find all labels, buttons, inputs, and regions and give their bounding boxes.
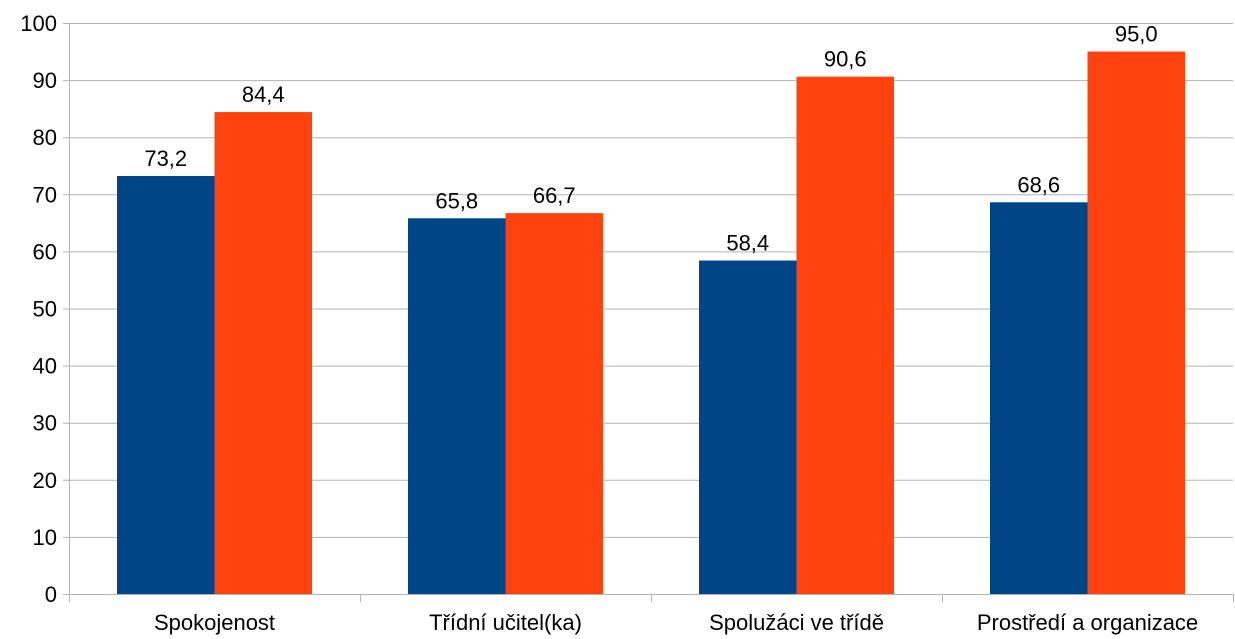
bar[interactable]: [1087, 51, 1186, 595]
bar[interactable]: [796, 76, 895, 594]
label-layer: 0 10 20 30 40 50 60 70 80 90 100 73,2 84,4 Spokojenos…: [20, 11, 1198, 635]
bar[interactable]: [990, 202, 1088, 594]
axis-layer: [63, 23, 1234, 602]
y-tick-label: 40: [33, 354, 57, 379]
bar[interactable]: [505, 213, 604, 594]
y-tick-label: 100: [20, 11, 57, 36]
x-tick-label: Třídní učitel(ka): [429, 610, 582, 635]
bar[interactable]: [699, 260, 797, 594]
data-label: 65,8: [435, 188, 478, 213]
data-label: 84,4: [242, 82, 285, 107]
data-label: 73,2: [144, 146, 187, 171]
data-label: 66,7: [533, 183, 576, 208]
data-label: 90,6: [824, 47, 867, 72]
x-tick-label: Spokojenost: [154, 610, 275, 635]
data-label: 58,4: [726, 231, 769, 256]
y-tick-label: 30: [33, 411, 57, 436]
y-tick-label: 60: [33, 239, 57, 264]
bar[interactable]: [214, 112, 313, 595]
x-tick-label: Spolužáci ve třídě: [709, 610, 884, 635]
bar-layer: [117, 51, 1186, 595]
y-tick-label: 90: [33, 68, 57, 93]
y-tick-label: 10: [33, 525, 57, 550]
bar[interactable]: [117, 176, 215, 594]
data-label: 68,6: [1017, 172, 1060, 197]
y-tick-label: 0: [45, 582, 57, 607]
y-tick-label: 70: [33, 182, 57, 207]
y-tick-label: 20: [33, 468, 57, 493]
x-tick-label: Prostředí a organizace: [977, 610, 1198, 635]
y-tick-label: 80: [33, 125, 57, 150]
data-label: 95,0: [1115, 22, 1158, 47]
y-tick-label: 50: [33, 297, 57, 322]
bar[interactable]: [408, 218, 506, 595]
